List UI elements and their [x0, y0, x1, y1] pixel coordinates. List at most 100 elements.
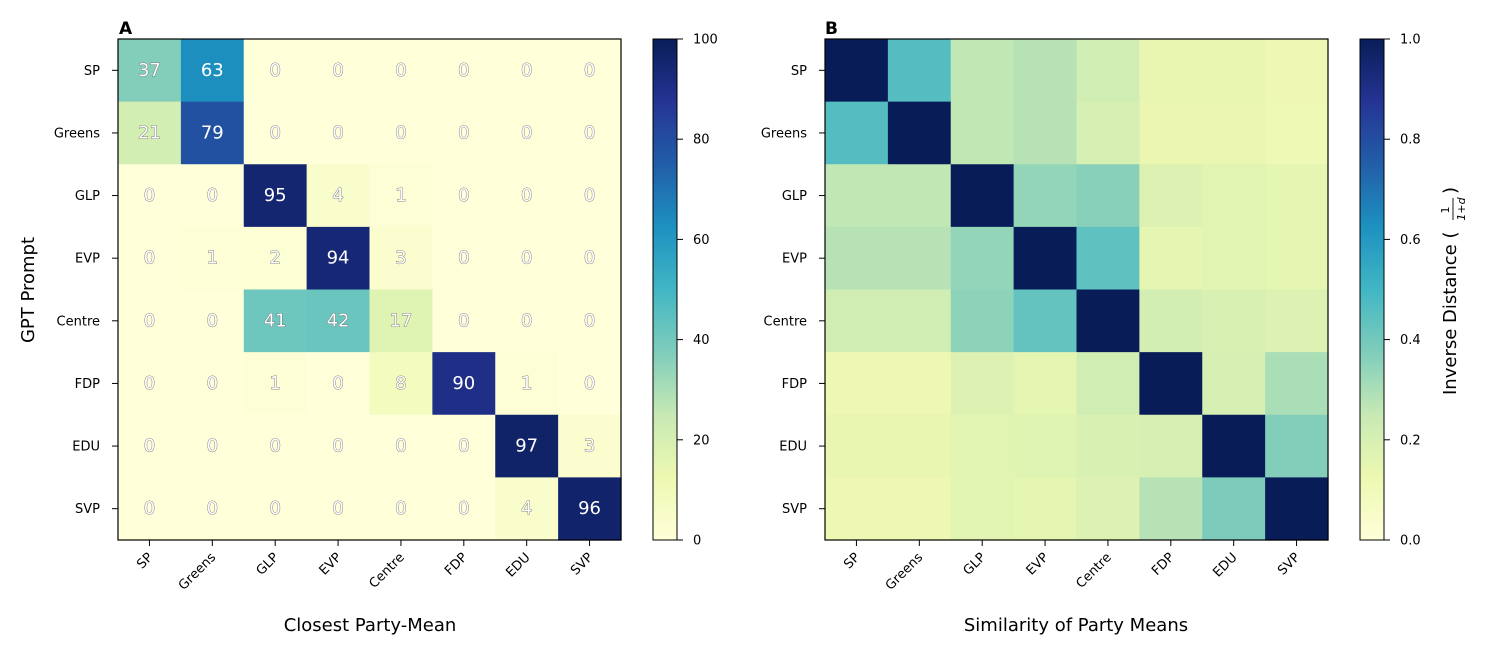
heatmap-cell-sp-fdp	[1139, 39, 1203, 103]
heatmap-cell-svp-sp	[118, 477, 182, 541]
heatmap-cell-edu-fdp	[432, 414, 496, 478]
heatmap-cell-evp-greens	[887, 226, 952, 291]
heatmap-cell-svp-centre	[369, 477, 433, 541]
cell-value-label: 0	[458, 498, 469, 519]
heatmap-cell-edu-evp	[306, 414, 371, 478]
panel-b-x-ticks: SP Greens GLP EVP Centre FDP EDU SVP	[841, 540, 1304, 593]
panel-b-x-axis-title: Similarity of Party Means	[964, 615, 1188, 636]
y-tick-label: EDU	[779, 440, 807, 455]
heatmap-cell-greens-sp	[118, 101, 182, 165]
heatmap-cell-edu-svp	[1265, 414, 1329, 478]
heatmap-cell-fdp-greens	[180, 352, 245, 416]
heatmap-cell-sp-edu	[1202, 39, 1266, 103]
colorbar-tick-label: 40	[693, 333, 710, 348]
y-tick-label: GLP	[75, 189, 100, 204]
heatmap-cell-glp-edu	[1202, 164, 1266, 228]
heatmap-cell-svp-edu	[495, 477, 559, 541]
heatmap-cell-sp-edu	[495, 39, 559, 103]
heatmap-cell-greens-svp	[558, 101, 622, 165]
cell-value-label: 0	[332, 60, 343, 81]
cell-value-label: 0	[521, 248, 532, 269]
panel-a-frame	[117, 38, 622, 541]
heatmap-cell-glp-centre	[369, 164, 433, 228]
heatmap-cell-greens-sp	[825, 101, 889, 165]
cell-value-label: 0	[332, 436, 343, 457]
x-tick-label: FDP	[442, 550, 471, 579]
panel-a-colorbar-frame	[652, 38, 678, 541]
panel-b-colorbar	[1360, 39, 1384, 540]
heatmap-cell-glp-greens	[180, 164, 245, 228]
heatmap-cell-centre-evp	[1013, 289, 1078, 353]
heatmap-cell-edu-sp	[118, 414, 182, 478]
heatmap-cell-sp-evp	[1013, 39, 1078, 103]
heatmap-cell-sp-glp	[950, 39, 1015, 103]
cell-value-label: 0	[395, 60, 406, 81]
cell-value-label: 0	[207, 498, 218, 519]
heatmap-cell-centre-greens	[180, 289, 245, 353]
heatmap-cell-sp-greens	[887, 39, 952, 103]
heatmap-cell-centre-greens	[887, 289, 952, 353]
cell-value-label: 17	[389, 310, 412, 331]
x-tick-label: Greens	[176, 550, 219, 593]
cell-value-label: 0	[584, 122, 595, 143]
colorbar-tick-label: 60	[693, 233, 710, 248]
heatmap-cell-svp-glp	[950, 477, 1015, 541]
x-tick-label: SVP	[568, 550, 596, 578]
heatmap-cell-svp-svp	[558, 477, 622, 541]
heatmap-cell-svp-glp	[243, 477, 308, 541]
cell-value-label: 0	[521, 122, 532, 143]
heatmap-cell-edu-centre	[1076, 414, 1140, 478]
cell-value-label: 2	[269, 248, 280, 269]
heatmap-cell-glp-glp	[950, 164, 1015, 228]
colorbar-tick-label: 100	[693, 33, 718, 48]
cell-value-label: 37	[138, 60, 161, 81]
cell-value-label: 0	[332, 122, 343, 143]
heatmap-cell-fdp-fdp	[432, 352, 496, 416]
heatmap-cell-edu-greens	[887, 414, 952, 478]
cell-value-label: 0	[332, 373, 343, 394]
heatmap-cell-centre-glp	[950, 289, 1015, 353]
panel-b-colorbar-frame	[1359, 38, 1385, 541]
x-tick-label: GLP	[961, 550, 990, 579]
heatmap-cell-glp-centre	[1076, 164, 1140, 228]
cell-value-label: 41	[264, 310, 287, 331]
heatmap-cell-edu-glp	[243, 414, 308, 478]
heatmap-cell-greens-edu	[1202, 101, 1266, 165]
heatmap-cell-edu-fdp	[1139, 414, 1203, 478]
y-tick-label: FDP	[75, 377, 100, 392]
cell-value-label: 0	[144, 310, 155, 331]
colorbar-tick-label: 0.0	[1400, 534, 1421, 549]
heatmap-cell-greens-evp	[306, 101, 371, 165]
cell-value-label: 0	[144, 498, 155, 519]
panel-b-frame	[824, 38, 1329, 541]
cell-value-label: 95	[264, 185, 287, 206]
cell-value-label: 0	[395, 122, 406, 143]
cell-value-label: 1	[395, 185, 406, 206]
colorbar-tick-label: 20	[693, 433, 710, 448]
heatmap-cell-fdp-svp	[558, 352, 622, 416]
cell-value-label: 0	[395, 498, 406, 519]
heatmap-cell-evp-svp	[558, 226, 622, 291]
cell-value-label: 90	[452, 373, 475, 394]
heatmap-cell-sp-sp	[825, 39, 889, 103]
x-tick-label: GLP	[254, 550, 283, 579]
heatmap-cell-sp-fdp	[432, 39, 496, 103]
heatmap-cell-svp-greens	[180, 477, 245, 541]
heatmap-cell-sp-svp	[558, 39, 622, 103]
cell-value-label: 42	[327, 310, 350, 331]
heatmap-cell-glp-svp	[1265, 164, 1329, 228]
colorbar-tick-label: 0	[693, 534, 701, 549]
cell-value-label: 0	[269, 498, 280, 519]
heatmap-cell-glp-greens	[887, 164, 952, 228]
heatmap-cell-fdp-glp	[950, 352, 1015, 416]
heatmap-cell-sp-sp	[118, 39, 182, 103]
heatmap-cell-fdp-svp	[1265, 352, 1329, 416]
colorbar-tick-label: 0.4	[1400, 333, 1421, 348]
heatmap-cell-evp-centre	[369, 226, 433, 291]
heatmap-cell-fdp-sp	[118, 352, 182, 416]
cell-value-label: 0	[207, 185, 218, 206]
heatmap-cell-greens-greens	[180, 101, 245, 165]
cell-value-label: 0	[207, 436, 218, 457]
heatmap-cell-svp-fdp	[432, 477, 496, 541]
x-tick-label: Centre	[366, 550, 407, 591]
